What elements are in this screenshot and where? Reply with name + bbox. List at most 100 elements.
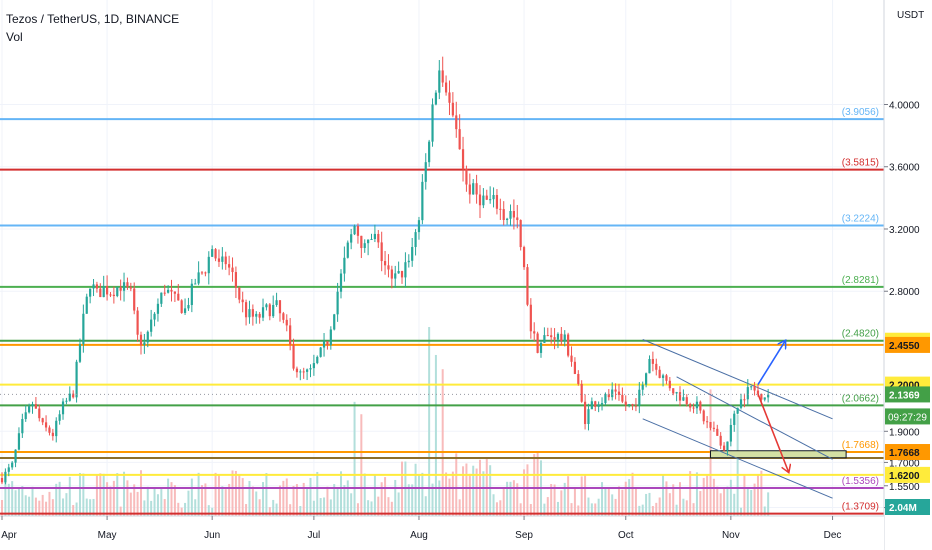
channel-line-upper [642, 339, 833, 420]
y-tick-label: 4.0000 [889, 100, 920, 111]
volume-bar [306, 488, 309, 516]
volume-bar [129, 492, 132, 516]
candle [489, 186, 492, 204]
candle [268, 303, 271, 321]
volume-bar [241, 478, 244, 516]
volume-bar [340, 471, 342, 516]
candle [51, 428, 54, 441]
volume-bar [248, 480, 251, 516]
volume-bar [373, 475, 376, 516]
volume-bar [604, 487, 607, 516]
volume-bar [533, 454, 536, 516]
candle [617, 383, 621, 401]
candle [499, 198, 502, 220]
price-flag-label: 2.2000 [889, 381, 920, 392]
volume-bar [231, 470, 234, 516]
candle [529, 298, 532, 339]
candle [360, 235, 363, 259]
level-label: (1.5356) [842, 476, 879, 487]
candle [560, 327, 563, 346]
candle [302, 367, 305, 379]
volume-bar [645, 493, 648, 516]
volume-bar [21, 486, 24, 516]
volume-bar [563, 482, 566, 516]
volume-bar [234, 470, 237, 516]
candle [150, 309, 153, 337]
candle [146, 330, 149, 348]
volume-bar [367, 500, 370, 516]
volume-bar [350, 493, 353, 516]
candle [183, 298, 187, 315]
support-zone [710, 450, 847, 459]
candle [65, 397, 68, 405]
volume-bar [529, 504, 532, 516]
volume-bar [78, 472, 81, 516]
volume-bar [624, 481, 627, 516]
volume-bar [746, 486, 749, 516]
candle [472, 179, 475, 195]
candle [261, 298, 265, 322]
candle [234, 266, 238, 299]
candle [614, 383, 617, 400]
candle [231, 257, 234, 282]
volume-bar [309, 477, 312, 516]
volume-bar [472, 465, 475, 516]
volume-bar [577, 505, 580, 516]
volume-bar [45, 501, 48, 516]
volume-bar [506, 481, 509, 516]
x-tick-label: Jun [204, 530, 220, 541]
candle [24, 405, 27, 422]
candle [85, 293, 88, 314]
volume-bar [523, 469, 526, 516]
volume-bar [706, 475, 709, 516]
volume-bar [489, 465, 492, 516]
volume-bar [336, 488, 339, 516]
volume-bar [665, 481, 668, 516]
volume-bar [262, 482, 265, 516]
candle [604, 392, 607, 406]
time-axis: Apr May Jun Jul Aug Sep Oct Nov Dec [0, 515, 884, 550]
volume-bar [380, 482, 383, 516]
price-flag-label: 1.6200 [889, 471, 920, 482]
candle [78, 338, 82, 364]
candle [133, 282, 136, 315]
candle [41, 417, 44, 426]
volume-bar [462, 466, 465, 516]
candle [465, 165, 468, 192]
volume-bar [495, 502, 498, 516]
volume-bar [99, 473, 102, 516]
candle [567, 332, 570, 358]
price-flag-label: 2.1369 [889, 390, 920, 401]
candle [672, 388, 675, 396]
candle [28, 403, 31, 414]
candle [163, 284, 166, 296]
candle [400, 270, 404, 284]
candle [573, 357, 577, 375]
chart-legend: Tezos / TetherUS, 1D, BINANCE Vol [6, 10, 179, 46]
volume-bar [153, 488, 156, 516]
volume-bar [394, 479, 397, 516]
candle [451, 92, 454, 118]
volume-bar [753, 483, 756, 516]
volume-bar [251, 486, 254, 516]
candle [48, 425, 51, 436]
level-label: (2.4820) [842, 329, 879, 340]
volume-bar [356, 503, 359, 516]
x-tick-label: Dec [824, 530, 842, 541]
candle [746, 379, 749, 406]
candle [278, 300, 282, 322]
volume-bar [58, 481, 61, 516]
volume-bar [116, 473, 119, 516]
volume-bar [719, 493, 722, 516]
candle [611, 382, 614, 401]
candle [434, 90, 438, 106]
candle [417, 216, 421, 240]
candle [126, 277, 129, 290]
x-tick-label: Apr [1, 530, 17, 541]
volume-bar [695, 472, 698, 516]
candle [455, 101, 458, 138]
volume-bar [499, 500, 502, 516]
volume-bar [72, 505, 75, 516]
volume-bar [292, 485, 295, 516]
